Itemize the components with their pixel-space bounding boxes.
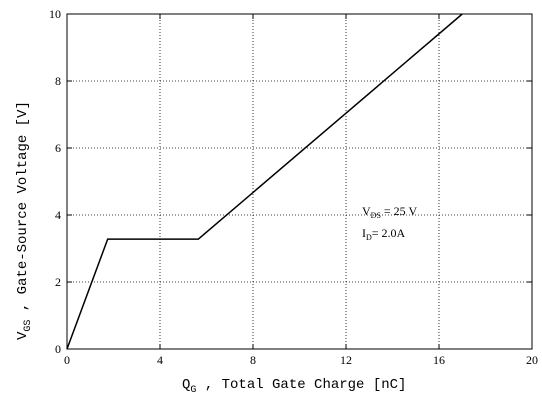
x-axis-title-main: Q [182,377,190,393]
annotation-id-sub: D [366,233,372,242]
grid [67,14,532,349]
y-tick-label: 0 [55,342,61,356]
x-tick-label: 0 [64,353,70,367]
annotation-vds: VDS = 25 V [362,204,417,220]
annotation-id-main: I [362,226,366,240]
x-tick-label: 16 [433,353,445,367]
y-axis-title-sub: GS [23,320,34,332]
y-tick-label: 4 [55,208,61,222]
x-axis-title-rest: , Total Gate Charge [nC] [196,377,406,393]
y-tick-label: 6 [55,141,61,155]
x-tick-label: 8 [250,353,256,367]
y-axis-title: VGS , Gate-Source Voltage [V] [15,101,34,340]
annotation-id-rest: = 2.0A [372,226,406,240]
series-line [66,13,463,350]
series [66,13,463,350]
y-tick-label: 8 [55,74,61,88]
x-tick-label: 20 [526,353,538,367]
y-ticks: 0 2 4 6 8 10 [49,7,532,356]
x-tick-label: 4 [157,353,163,367]
y-tick-label: 2 [55,275,61,289]
x-ticks: 0 4 8 12 16 20 [64,14,538,367]
y-axis-title-rest: , Gate-Source Voltage [V] [15,101,31,319]
plot-frame [66,13,533,350]
y-tick-label: 10 [49,7,61,21]
x-axis-title-sub: G [190,385,196,396]
y-axis-title-main: V [15,331,31,340]
x-tick-label: 12 [340,353,352,367]
annotation-vds-rest: = 25 V [381,204,418,218]
annotation-id: ID= 2.0A [362,226,406,242]
x-axis-title: QG , Total Gate Charge [nC] [182,377,406,396]
annotation-vds-sub: DS [371,211,381,220]
annotation-vds-main: V [362,204,371,218]
